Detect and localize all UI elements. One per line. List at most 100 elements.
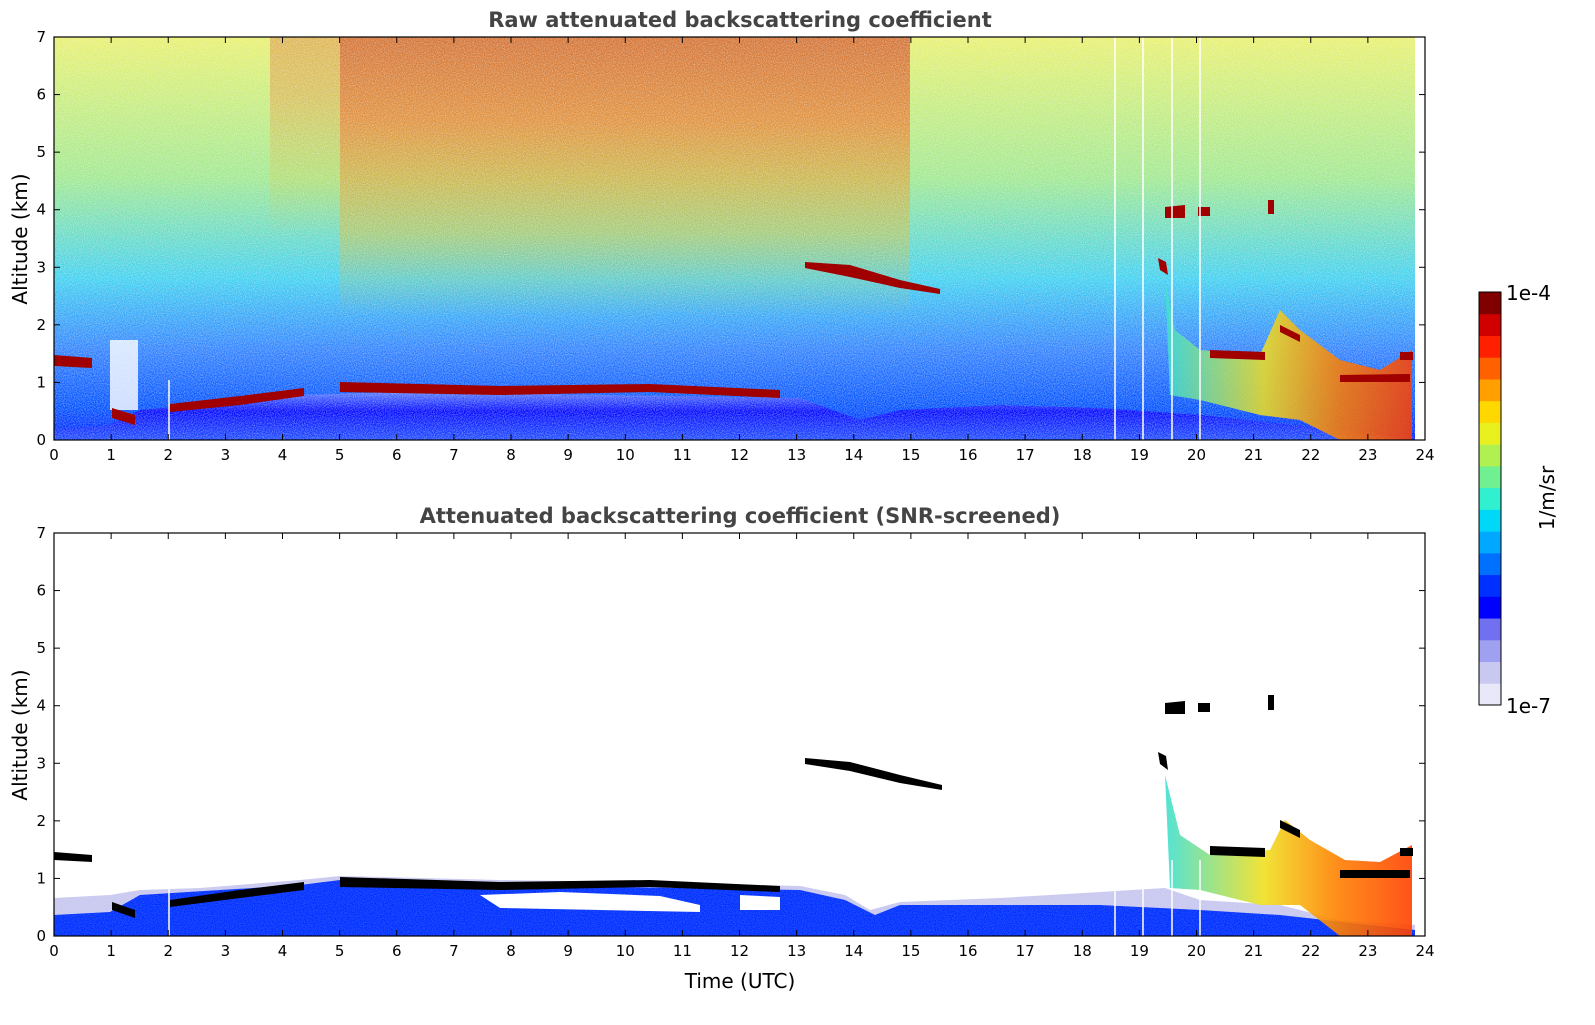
x-tick-label: 22 xyxy=(1301,942,1320,960)
x-tick-label: 11 xyxy=(673,446,692,464)
x-tick-label: 2 xyxy=(163,446,173,464)
colorbar-swatch xyxy=(1479,596,1501,619)
colorbar-swatch xyxy=(1479,335,1501,358)
colorbar-swatch xyxy=(1479,292,1501,315)
x-tick-label: 24 xyxy=(1415,942,1434,960)
x-tick-label: 18 xyxy=(1073,942,1092,960)
x-tick-label: 10 xyxy=(616,446,635,464)
bottom-panel-heatmap xyxy=(54,533,1425,936)
colorbar-swatch xyxy=(1479,509,1501,532)
x-tick-label: 0 xyxy=(49,942,59,960)
y-tick-label: 2 xyxy=(36,812,46,830)
y-tick-label: 3 xyxy=(36,754,46,772)
colorbar-unit-label: 1/m/sr xyxy=(1535,465,1559,530)
x-tick-label: 6 xyxy=(392,942,402,960)
x-tick-label: 5 xyxy=(335,446,345,464)
x-tick-label: 12 xyxy=(730,446,749,464)
bottom-xlabel: Time (UTC) xyxy=(684,969,796,993)
x-tick-label: 1 xyxy=(106,446,116,464)
x-tick-label: 20 xyxy=(1187,942,1206,960)
colorbar-max-label: 1e-4 xyxy=(1506,281,1551,305)
x-tick-label: 1 xyxy=(106,942,116,960)
x-tick-label: 23 xyxy=(1358,446,1377,464)
bottom-axis-ticks: 0 1 2 3 4 5 6 7 8 9 10 11 12 13 14 15 16 17 18 19 20 21 22 23 24… xyxy=(36,524,1434,960)
x-tick-label: 8 xyxy=(506,446,516,464)
y-tick-label: 5 xyxy=(36,143,46,161)
bottom-ylabel: Altitude (km) xyxy=(8,669,32,800)
x-tick-label: 19 xyxy=(1130,446,1149,464)
colorbar-swatch xyxy=(1479,378,1501,402)
x-tick-label: 9 xyxy=(563,942,573,960)
top-panel-title: Raw attenuated backscattering coefficien… xyxy=(488,8,992,32)
x-tick-label: 20 xyxy=(1187,446,1206,464)
x-tick-label: 23 xyxy=(1358,942,1377,960)
x-tick-label: 21 xyxy=(1244,942,1263,960)
x-tick-label: 18 xyxy=(1073,446,1092,464)
colorbar-swatch xyxy=(1479,313,1501,336)
y-tick-label: 4 xyxy=(36,697,46,715)
x-tick-label: 3 xyxy=(221,942,231,960)
x-tick-label: 13 xyxy=(787,446,806,464)
x-tick-label: 9 xyxy=(563,446,573,464)
colorbar: 1e-4 1e-7 1/m/sr xyxy=(1478,281,1559,718)
y-tick-label: 5 xyxy=(36,639,46,657)
x-tick-label: 17 xyxy=(1016,446,1035,464)
x-tick-label: 15 xyxy=(901,942,920,960)
x-tick-label: 5 xyxy=(335,942,345,960)
y-tick-label: 6 xyxy=(36,86,46,104)
x-tick-label: 21 xyxy=(1244,446,1263,464)
x-tick-label: 10 xyxy=(616,942,635,960)
colorbar-swatch xyxy=(1479,400,1501,423)
y-tick-label: 1 xyxy=(36,373,46,391)
x-tick-label: 7 xyxy=(449,942,459,960)
colorbar-swatch xyxy=(1479,444,1501,467)
y-tick-label: 7 xyxy=(36,524,46,542)
y-tick-label: 4 xyxy=(36,201,46,219)
y-tick-label: 6 xyxy=(36,582,46,600)
x-tick-label: 8 xyxy=(506,942,516,960)
colorbar-min-label: 1e-7 xyxy=(1506,694,1551,718)
top-axis-ticks: 0 1 2 3 4 5 6 7 8 9 10 11 12 13 14 15 16 17 18 19 20 21 22 23 24… xyxy=(36,28,1434,464)
top-panel-heatmap xyxy=(54,37,1425,440)
x-tick-label: 16 xyxy=(958,446,977,464)
colorbar-swatch xyxy=(1479,422,1501,445)
colorbar-swatch xyxy=(1479,465,1501,489)
top-ylabel: Altitude (km) xyxy=(8,173,32,304)
x-tick-label: 24 xyxy=(1415,446,1434,464)
x-tick-label: 6 xyxy=(392,446,402,464)
top-clouds xyxy=(54,200,1413,425)
colorbar-frame xyxy=(1478,291,1502,706)
colorbar-swatch xyxy=(1479,618,1501,641)
y-tick-label: 1 xyxy=(36,869,46,887)
x-tick-label: 4 xyxy=(278,942,288,960)
x-tick-label: 15 xyxy=(901,446,920,464)
x-tick-label: 19 xyxy=(1130,942,1149,960)
x-tick-label: 13 xyxy=(787,942,806,960)
x-tick-label: 3 xyxy=(221,446,231,464)
x-tick-label: 4 xyxy=(278,446,288,464)
x-tick-label: 14 xyxy=(844,446,863,464)
bottom-panel-title: Attenuated backscattering coefficient (S… xyxy=(420,504,1061,528)
x-tick-label: 11 xyxy=(673,942,692,960)
colorbar-swatch xyxy=(1479,552,1501,576)
x-tick-label: 16 xyxy=(958,942,977,960)
x-tick-label: 22 xyxy=(1301,446,1320,464)
x-tick-label: 17 xyxy=(1016,942,1035,960)
x-tick-label: 12 xyxy=(730,942,749,960)
colorbar-swatch xyxy=(1479,531,1501,554)
colorbar-swatch xyxy=(1479,661,1501,684)
colorbar-swatches xyxy=(1479,292,1501,706)
y-tick-label: 0 xyxy=(36,927,46,945)
colorbar-swatch xyxy=(1479,357,1501,380)
y-tick-label: 3 xyxy=(36,258,46,276)
x-tick-label: 2 xyxy=(163,942,173,960)
colorbar-swatch xyxy=(1479,639,1501,663)
y-tick-label: 7 xyxy=(36,28,46,46)
x-tick-label: 0 xyxy=(49,446,59,464)
colorbar-swatch xyxy=(1479,487,1501,510)
y-tick-label: 2 xyxy=(36,316,46,334)
x-tick-label: 7 xyxy=(449,446,459,464)
y-tick-label: 0 xyxy=(36,431,46,449)
colorbar-swatch xyxy=(1479,683,1501,706)
